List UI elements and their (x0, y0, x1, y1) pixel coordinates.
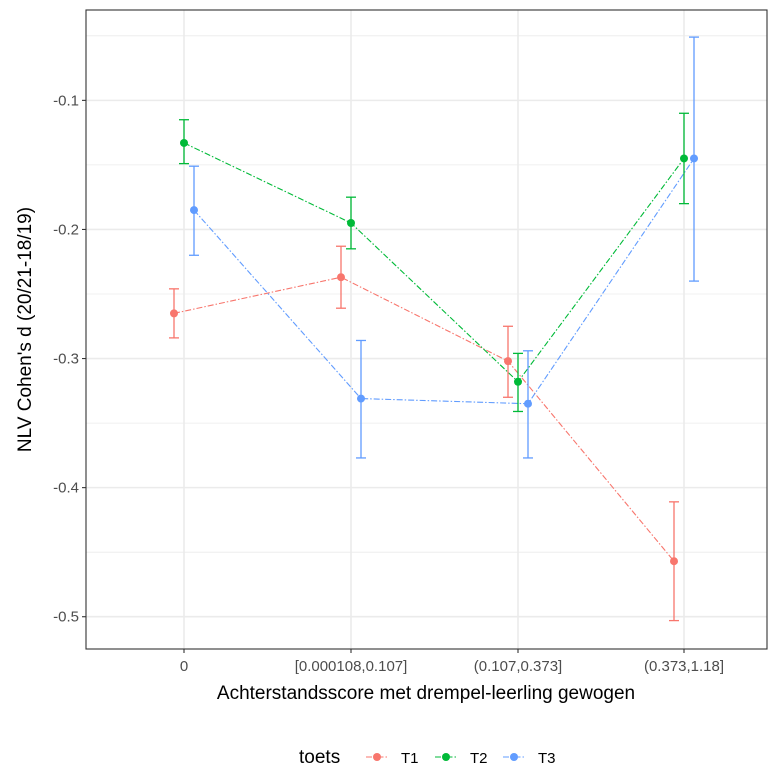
legend-label-T2: T2 (470, 750, 488, 767)
series-line-T2 (183, 142, 685, 383)
x-tick-label-0: 0 (180, 658, 188, 675)
series-lines (173, 142, 695, 562)
x-axis-ticks: 0 [0.000108,0.107] (0.107,0.373] (0.373,1.1… (180, 649, 724, 675)
point-T1-0 (170, 309, 178, 318)
legend: toets T1 T2 T3 (299, 747, 556, 768)
point-T1-1 (337, 273, 345, 282)
point-T2-0 (180, 138, 188, 147)
point-T1-3 (670, 557, 678, 566)
y-tick-label-0: -0.5 (53, 609, 79, 626)
y-tick-label-1: -0.4 (53, 480, 79, 497)
point-T3-1 (357, 394, 365, 403)
legend-key-point-T1 (373, 753, 381, 761)
x-tick-label-2: (0.107,0.373] (474, 658, 562, 675)
y-tick-label-2: -0.3 (53, 351, 79, 368)
grid-minor (86, 35, 767, 553)
panel-background (86, 10, 767, 649)
point-T2-1 (347, 219, 355, 227)
point-T3-3 (690, 154, 698, 163)
legend-key-point-T3 (510, 753, 518, 761)
point-T2-2 (514, 377, 522, 386)
legend-label-T1: T1 (401, 750, 419, 767)
y-tick-label-4: -0.1 (53, 92, 79, 109)
series-line-T1 (173, 276, 675, 562)
legend-item-T2: T2 (435, 750, 488, 767)
panel-border (85, 9, 768, 650)
x-tick-label-3: (0.373,1.18] (644, 658, 724, 675)
legend-title: toets (299, 747, 340, 768)
legend-item-T1: T1 (366, 750, 419, 767)
point-T3-2 (524, 399, 532, 408)
y-tick-label-3: -0.2 (53, 221, 79, 238)
point-T1-2 (504, 357, 512, 366)
series-line-T3 (193, 158, 695, 405)
point-T3-0 (190, 206, 198, 215)
point-T2-3 (680, 154, 688, 163)
points (170, 138, 698, 566)
grid-major (86, 10, 767, 649)
y-axis-title: NLV Cohen's d (20/21-18/19) (15, 207, 36, 452)
x-tick-label-1: [0.000108,0.107] (295, 658, 408, 675)
y-axis-ticks: -0.5 -0.4 -0.3 -0.2 -0.1 (53, 92, 86, 626)
legend-item-T3: T3 (503, 750, 556, 767)
legend-label-T3: T3 (538, 750, 556, 767)
x-axis-title: Achterstandsscore met drempel-leerling g… (217, 683, 635, 704)
legend-key-point-T2 (442, 753, 450, 761)
